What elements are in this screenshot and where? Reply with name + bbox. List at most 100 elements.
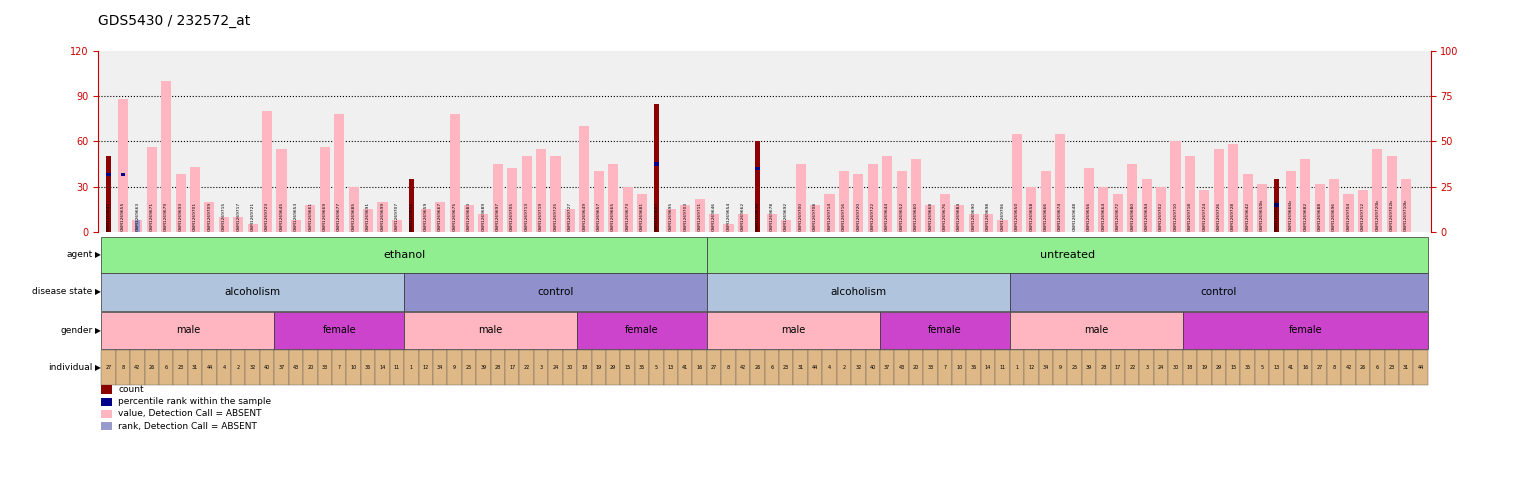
Text: GSM1269687: GSM1269687 <box>654 202 659 231</box>
Text: 3: 3 <box>539 365 542 370</box>
Bar <box>755 141 760 232</box>
Bar <box>925 205 936 232</box>
Text: 13: 13 <box>1273 365 1279 370</box>
Text: GSM1269702b: GSM1269702b <box>1390 199 1394 231</box>
Text: 8: 8 <box>727 365 730 370</box>
Bar <box>781 220 792 232</box>
Text: 44: 44 <box>206 365 212 370</box>
Text: 40: 40 <box>263 365 269 370</box>
Text: control: control <box>1201 287 1237 297</box>
Bar <box>637 194 646 232</box>
Bar <box>983 213 993 232</box>
Bar <box>176 174 186 232</box>
Bar <box>1358 189 1369 232</box>
Text: 11: 11 <box>394 365 400 370</box>
Text: 17: 17 <box>1114 365 1120 370</box>
Text: GSM1269718: GSM1269718 <box>1188 202 1192 231</box>
Text: GSM1269684: GSM1269684 <box>957 202 961 231</box>
Text: 23: 23 <box>1388 365 1394 370</box>
Bar <box>160 81 171 232</box>
Text: 4: 4 <box>828 365 831 370</box>
Text: male: male <box>781 326 805 335</box>
Text: gender: gender <box>61 326 92 335</box>
Text: 2: 2 <box>236 365 239 370</box>
Text: 43: 43 <box>898 365 905 370</box>
Text: 24: 24 <box>1158 365 1164 370</box>
Text: untreated: untreated <box>1040 250 1095 260</box>
Bar <box>450 114 460 232</box>
Text: GSM1269660: GSM1269660 <box>914 202 917 231</box>
Text: 14: 14 <box>380 365 386 370</box>
Bar <box>1026 186 1037 232</box>
Text: GSM1269661: GSM1269661 <box>309 202 312 231</box>
Text: 37: 37 <box>279 365 285 370</box>
Text: GSM1269694: GSM1269694 <box>1145 202 1149 231</box>
Text: GSM1269723: GSM1269723 <box>265 202 269 231</box>
Text: 7: 7 <box>943 365 946 370</box>
Text: GSM1269649: GSM1269649 <box>583 202 586 231</box>
Bar <box>565 209 575 232</box>
Text: GSM1269701: GSM1269701 <box>192 202 197 231</box>
Text: GSM1269672: GSM1269672 <box>1116 202 1120 231</box>
Text: GSM1269728: GSM1269728 <box>1231 202 1235 231</box>
Text: ▶: ▶ <box>94 250 100 259</box>
Bar <box>1098 186 1108 232</box>
Text: 5: 5 <box>1261 365 1264 370</box>
Text: value, Detection Call = ABSENT: value, Detection Call = ABSENT <box>118 410 262 418</box>
Text: 42: 42 <box>135 365 141 370</box>
Text: GSM1269710: GSM1269710 <box>1173 202 1178 231</box>
Text: GSM1269705: GSM1269705 <box>510 201 515 231</box>
Text: 40: 40 <box>869 365 875 370</box>
Bar <box>1275 203 1279 207</box>
Bar <box>551 156 560 232</box>
Bar <box>1285 171 1296 232</box>
Text: 41: 41 <box>683 365 689 370</box>
Text: GSM1269699: GSM1269699 <box>380 202 385 231</box>
Bar <box>147 147 157 232</box>
Bar <box>1214 149 1223 232</box>
Bar <box>478 213 489 232</box>
Bar <box>1157 186 1166 232</box>
Text: 34: 34 <box>438 365 444 370</box>
Text: GSM1269675: GSM1269675 <box>453 201 457 231</box>
Text: 11: 11 <box>999 365 1005 370</box>
Text: GSM1269713: GSM1269713 <box>525 202 528 231</box>
Text: 28: 28 <box>1101 365 1107 370</box>
Text: 10: 10 <box>351 365 357 370</box>
Text: GSM1269707: GSM1269707 <box>395 202 398 231</box>
Text: rank, Detection Call = ABSENT: rank, Detection Call = ABSENT <box>118 422 257 430</box>
Text: GSM1269680: GSM1269680 <box>1131 202 1134 231</box>
Text: GSM1269716: GSM1269716 <box>842 202 846 231</box>
Bar <box>522 156 531 232</box>
Bar <box>1040 171 1051 232</box>
Text: GSM1269644: GSM1269644 <box>886 202 889 231</box>
Bar <box>695 199 704 232</box>
Text: GSM1269663: GSM1269663 <box>135 202 139 231</box>
Text: 27: 27 <box>106 365 112 370</box>
Text: GSM1269708: GSM1269708 <box>813 202 818 231</box>
Bar <box>622 186 633 232</box>
Bar <box>132 220 142 232</box>
Text: GSM1269706: GSM1269706 <box>1001 202 1004 231</box>
Bar <box>233 217 244 232</box>
Text: disease state: disease state <box>32 287 92 296</box>
Text: GSM1269648: GSM1269648 <box>1072 202 1076 231</box>
Text: 27: 27 <box>1317 365 1323 370</box>
Text: GSM1269714: GSM1269714 <box>828 202 831 231</box>
Bar <box>118 99 129 232</box>
Bar <box>1329 179 1340 232</box>
Text: 39: 39 <box>1086 365 1092 370</box>
Bar <box>654 103 659 232</box>
Bar <box>1170 141 1181 232</box>
Text: 9: 9 <box>453 365 456 370</box>
Bar <box>969 213 978 232</box>
Text: alcoholism: alcoholism <box>830 287 886 297</box>
Text: 34: 34 <box>1043 365 1049 370</box>
Bar <box>854 174 863 232</box>
Text: 20: 20 <box>307 365 313 370</box>
Text: count: count <box>118 385 144 394</box>
Text: GSM1269719: GSM1269719 <box>539 202 544 231</box>
Bar <box>392 220 401 232</box>
Bar <box>593 171 604 232</box>
Bar <box>896 171 907 232</box>
